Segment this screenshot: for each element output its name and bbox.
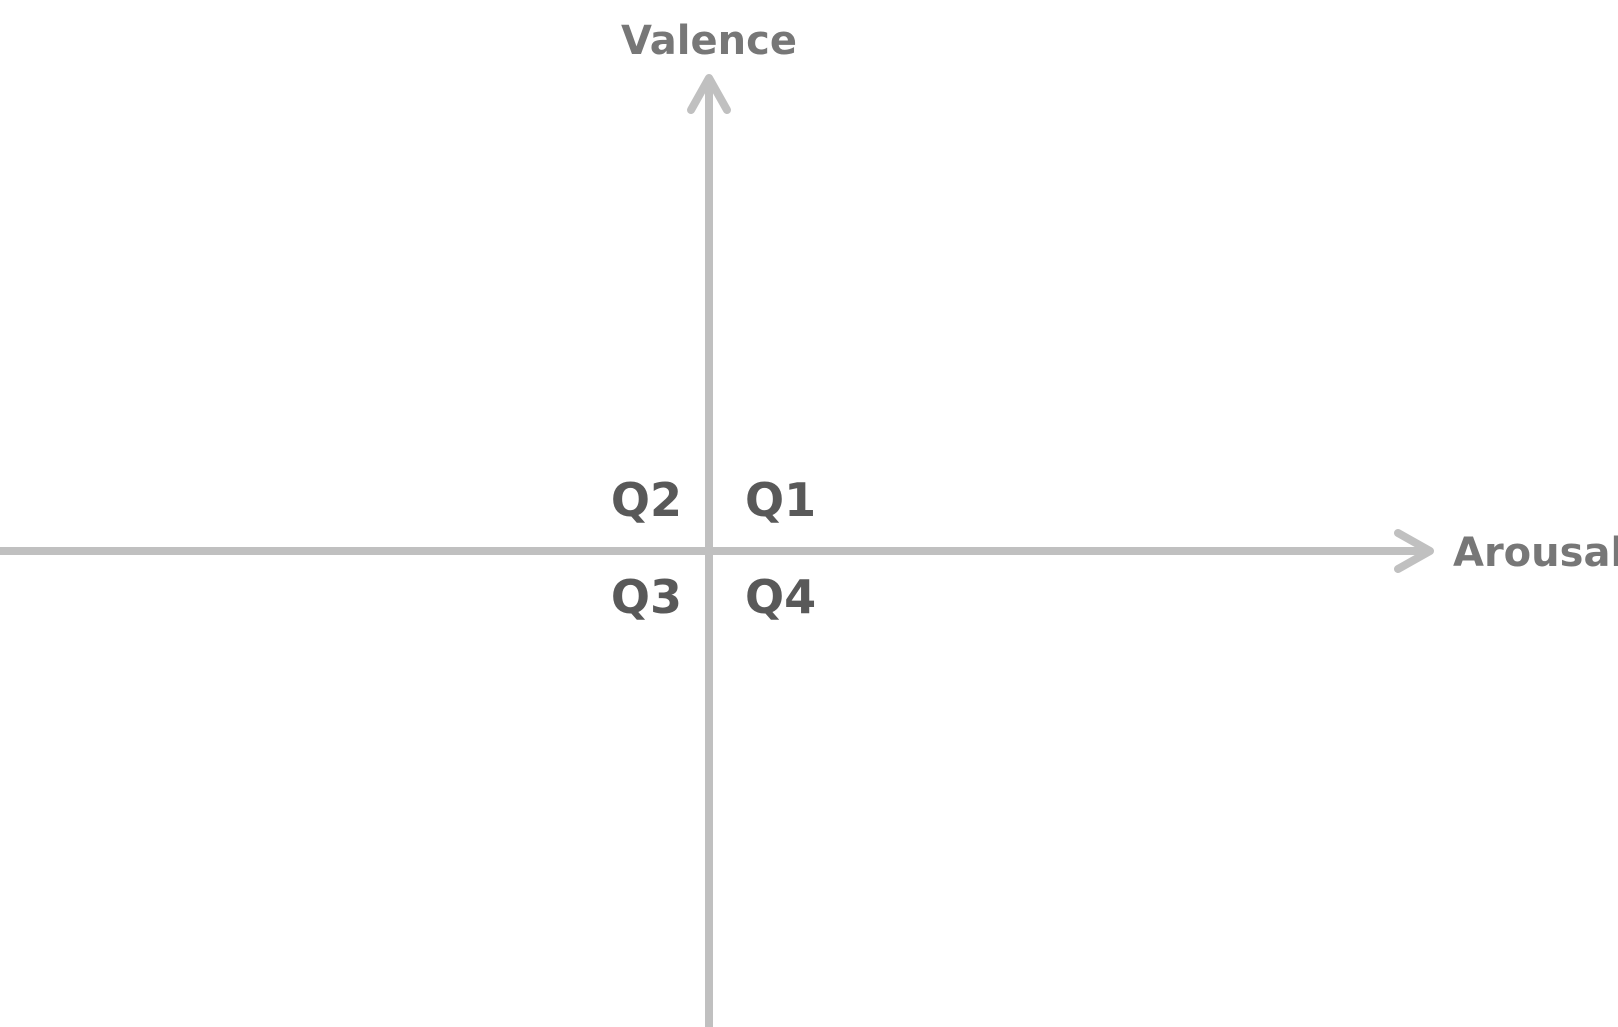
quadrant-label-q2: Q2 — [611, 473, 682, 527]
quadrant-label-q4: Q4 — [745, 570, 816, 624]
arousal-axis-arrow-icon — [1394, 529, 1434, 573]
valence-axis-arrow-icon — [687, 74, 731, 114]
quadrant-label-q3: Q3 — [611, 570, 682, 624]
valence-axis-label: Valence — [621, 18, 797, 64]
quadrant-label-q1: Q1 — [745, 473, 816, 527]
arousal-axis-label: Arousal — [1453, 530, 1618, 576]
